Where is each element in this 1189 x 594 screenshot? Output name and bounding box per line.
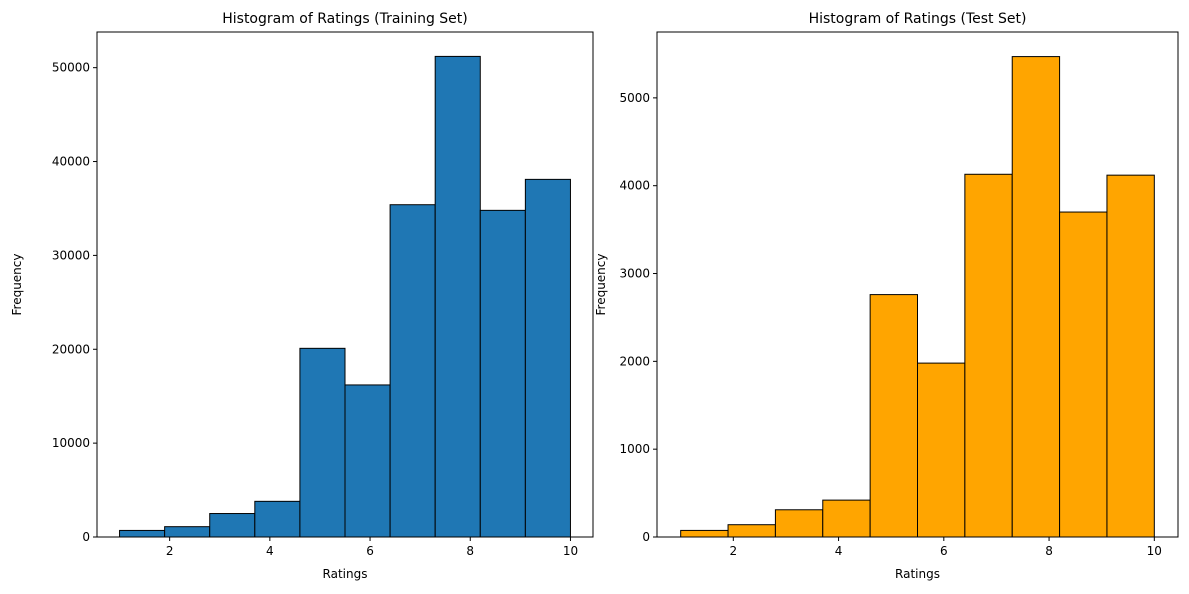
- training-xtick-label-4: 10: [563, 544, 578, 558]
- training-y-axis-label: Frequency: [10, 254, 24, 316]
- training-bar-1: [164, 526, 211, 538]
- test-xtick-label-0: 2: [729, 544, 737, 558]
- training-xtick-label-1: 4: [266, 544, 274, 558]
- test-chart-title: Histogram of Ratings (Test Set): [809, 11, 1027, 27]
- test-xtick-label-4: 10: [1147, 544, 1162, 558]
- training-bar-0: [119, 529, 166, 538]
- training-ytick-label-4: 40000: [52, 155, 90, 169]
- test-bar-6: [964, 173, 1013, 538]
- training-ytick-label-0: 0: [82, 530, 90, 544]
- training-ytick-label-2: 20000: [52, 342, 90, 356]
- test-ytick-label-3: 3000: [619, 267, 650, 281]
- training-ytick-label-1: 10000: [52, 436, 90, 450]
- training-bar-9: [524, 178, 571, 538]
- training-chart-title: Histogram of Ratings (Training Set): [222, 11, 468, 27]
- test-bar-5: [917, 362, 966, 538]
- training-xtick-label-0: 2: [166, 544, 174, 558]
- training-bar-4: [299, 347, 346, 538]
- test-ytick-label-4: 4000: [619, 179, 650, 193]
- test-y-axis-label: Frequency: [594, 254, 608, 316]
- training-ytick-label-5: 50000: [52, 61, 90, 75]
- test-bar-7: [1011, 56, 1061, 538]
- training-bar-8: [479, 209, 526, 538]
- test-bar-2: [774, 509, 824, 538]
- training-xtick-label-2: 6: [366, 544, 374, 558]
- test-bar-4: [869, 294, 918, 538]
- training-xtick-label-3: 8: [466, 544, 474, 558]
- test-set-histogram: 2 4 6 8 10 0 1000 2000 3000 4000 5000 Histogram of …: [594, 11, 1179, 581]
- training-x-axis-label: Ratings: [323, 567, 368, 581]
- test-x-axis-label: Ratings: [895, 567, 940, 581]
- training-bar-7: [434, 55, 481, 538]
- test-bar-8: [1059, 211, 1108, 538]
- training-bar-5: [344, 384, 391, 538]
- test-xtick-label-2: 6: [940, 544, 948, 558]
- training-bar-2: [209, 513, 256, 538]
- test-bar-0: [680, 529, 729, 538]
- training-bar-6: [389, 204, 436, 538]
- test-ytick-label-1: 1000: [619, 442, 650, 456]
- training-bar-3: [254, 500, 301, 538]
- test-ytick-label-2: 2000: [619, 354, 650, 368]
- test-bar-3: [822, 499, 871, 538]
- training-ytick-label-3: 30000: [52, 248, 90, 262]
- training-axes-frame: [96, 31, 594, 538]
- test-ytick-label-5: 5000: [619, 91, 650, 105]
- training-set-histogram: 2 4 6 8 10 0 10000 20000 30000 40000 50000 Histogra…: [10, 11, 594, 581]
- test-bar-1: [727, 524, 776, 538]
- test-xtick-label-1: 4: [835, 544, 843, 558]
- test-bar-9: [1106, 174, 1155, 538]
- test-xtick-label-3: 8: [1045, 544, 1053, 558]
- test-ytick-label-0: 0: [642, 530, 650, 544]
- test-axes-frame: [656, 31, 1179, 538]
